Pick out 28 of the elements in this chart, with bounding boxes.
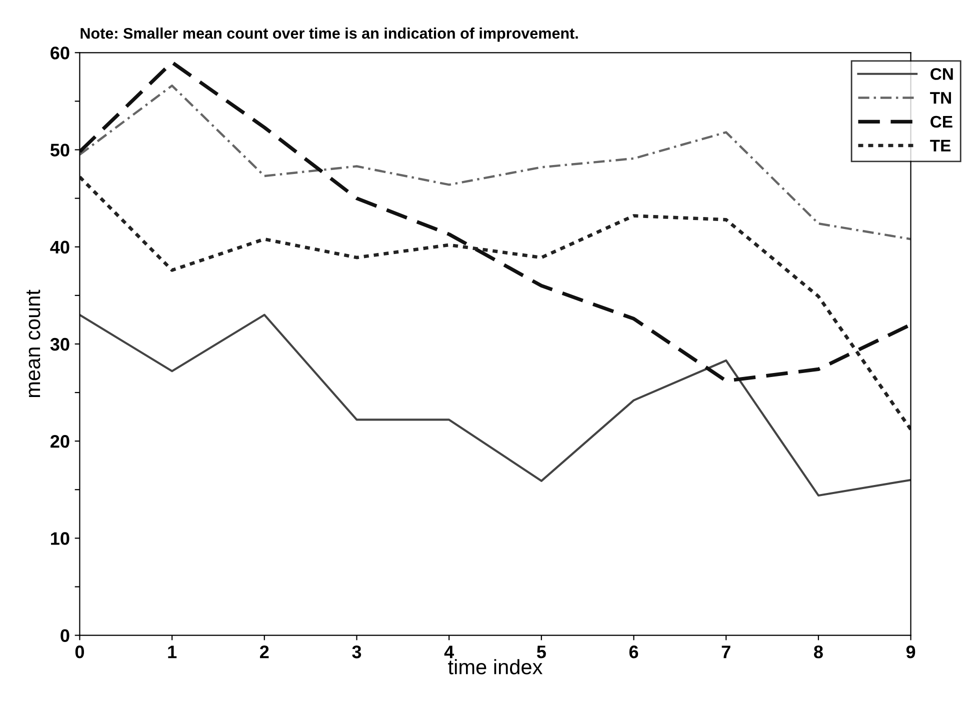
- y-tick-label: 40: [50, 240, 70, 254]
- line-series: [80, 84, 911, 240]
- line-series: [80, 175, 911, 432]
- x-tick-label: 4: [444, 646, 454, 658]
- x-tick-label: 5: [536, 646, 546, 658]
- x-tick-label: 7: [722, 646, 730, 658]
- y-tick-label: 60: [50, 46, 70, 60]
- x-tick-label: 8: [814, 646, 823, 658]
- y-tick-label: 30: [50, 338, 70, 351]
- legend-label: TN: [930, 92, 951, 104]
- y-axis-title: mean count: [26, 290, 40, 398]
- x-tick-label: 6: [629, 646, 638, 658]
- legend-label: CN: [930, 68, 953, 80]
- x-tick-label: 1: [168, 646, 177, 658]
- y-tick-label: 10: [51, 532, 70, 545]
- legend-label: CE: [930, 116, 952, 128]
- x-tick-label: 9: [906, 646, 916, 658]
- x-tick-label: 0: [75, 646, 84, 658]
- x-axis-title: time index: [448, 659, 542, 674]
- x-tick-label: 3: [352, 646, 362, 658]
- y-tick-label: 50: [50, 144, 70, 156]
- y-tick-label: 0: [60, 629, 70, 642]
- line-series: [80, 60, 911, 383]
- chart-subtitle: Note: Smaller mean count over time is an indication of improvement.: [80, 28, 578, 42]
- line-series: [80, 314, 911, 497]
- y-tick-label: 20: [50, 435, 70, 448]
- legend-label: TE: [930, 140, 951, 152]
- x-tick-label: 2: [260, 646, 269, 658]
